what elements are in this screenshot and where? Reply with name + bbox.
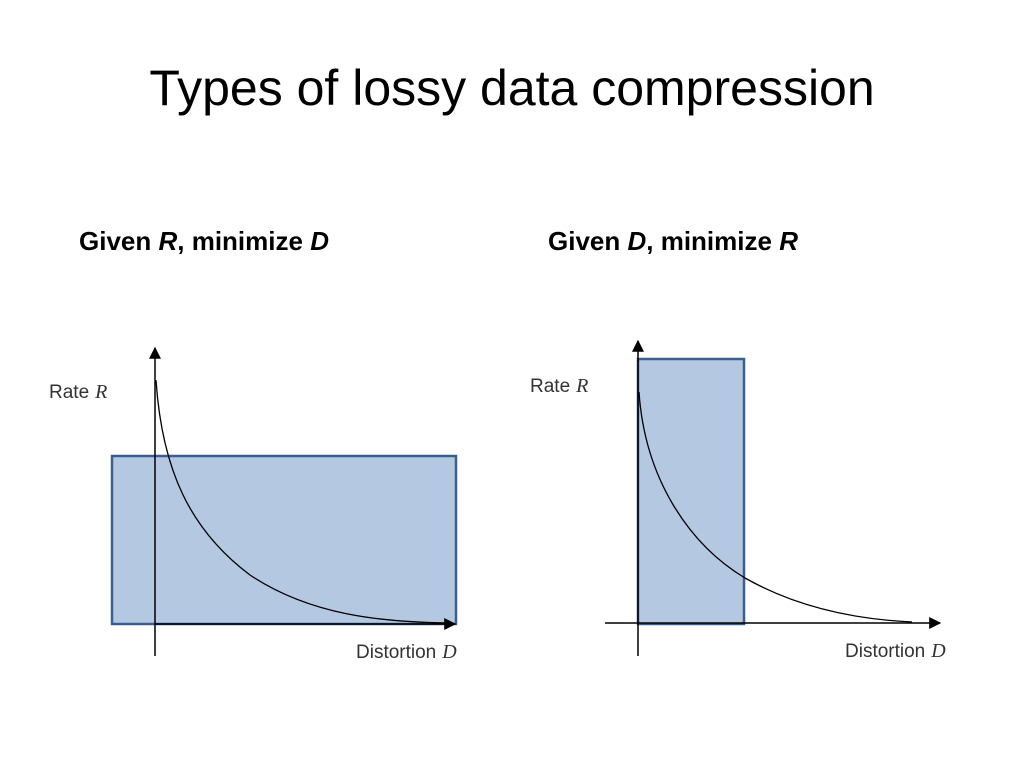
- feasible-region-rate-constraint: [110, 454, 458, 626]
- caption-given-var: R: [158, 226, 178, 256]
- caption-prefix: Given: [548, 226, 628, 256]
- x-axis-label: Distortion D: [356, 641, 457, 663]
- caption-mid: , minimize: [177, 226, 311, 256]
- slide-title: Types of lossy data compression: [149, 60, 875, 116]
- y-axis-var: R: [94, 381, 107, 403]
- x-axis-label: Distortion D: [845, 640, 946, 662]
- caption-given-var: D: [627, 226, 647, 256]
- right-panel: Rate R Distortion D: [530, 339, 946, 662]
- x-axis-var: D: [930, 640, 946, 662]
- caption-prefix: Given: [79, 226, 159, 256]
- left-panel: Rate R Distortion D: [49, 346, 458, 663]
- caption-mid: , minimize: [646, 226, 780, 256]
- y-axis-label: Rate R: [530, 375, 588, 397]
- rate-distortion-curve: [155, 379, 449, 624]
- caption-given-rate: Given R, minimize D: [79, 226, 329, 257]
- x-axis-label-text: Distortion: [845, 641, 925, 662]
- rate-distortion-curve: [638, 391, 913, 623]
- y-axis-label-text: Rate: [49, 382, 89, 403]
- y-axis-label: Rate R: [49, 381, 107, 403]
- caption-target-var: D: [310, 226, 329, 256]
- caption-given-distortion: Given D, minimize R: [548, 226, 798, 257]
- x-axis-var: D: [441, 641, 457, 663]
- caption-target-var: R: [779, 226, 798, 256]
- y-axis-label-text: Rate: [530, 376, 570, 397]
- y-axis-var: R: [575, 375, 588, 397]
- x-axis-label-text: Distortion: [356, 642, 436, 663]
- feasible-region-distortion-constraint: [636, 357, 746, 626]
